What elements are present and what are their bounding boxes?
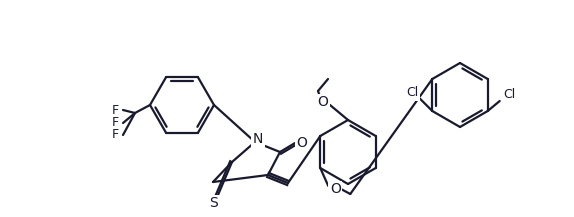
Text: O: O [297, 136, 308, 150]
Text: O: O [330, 182, 341, 196]
Text: Cl: Cl [503, 89, 516, 102]
Text: N: N [253, 132, 263, 146]
Text: F: F [111, 115, 119, 128]
Text: O: O [317, 95, 328, 109]
Text: S: S [208, 196, 218, 210]
Text: Cl: Cl [406, 87, 418, 100]
Text: F: F [111, 104, 119, 117]
Text: F: F [111, 128, 119, 140]
